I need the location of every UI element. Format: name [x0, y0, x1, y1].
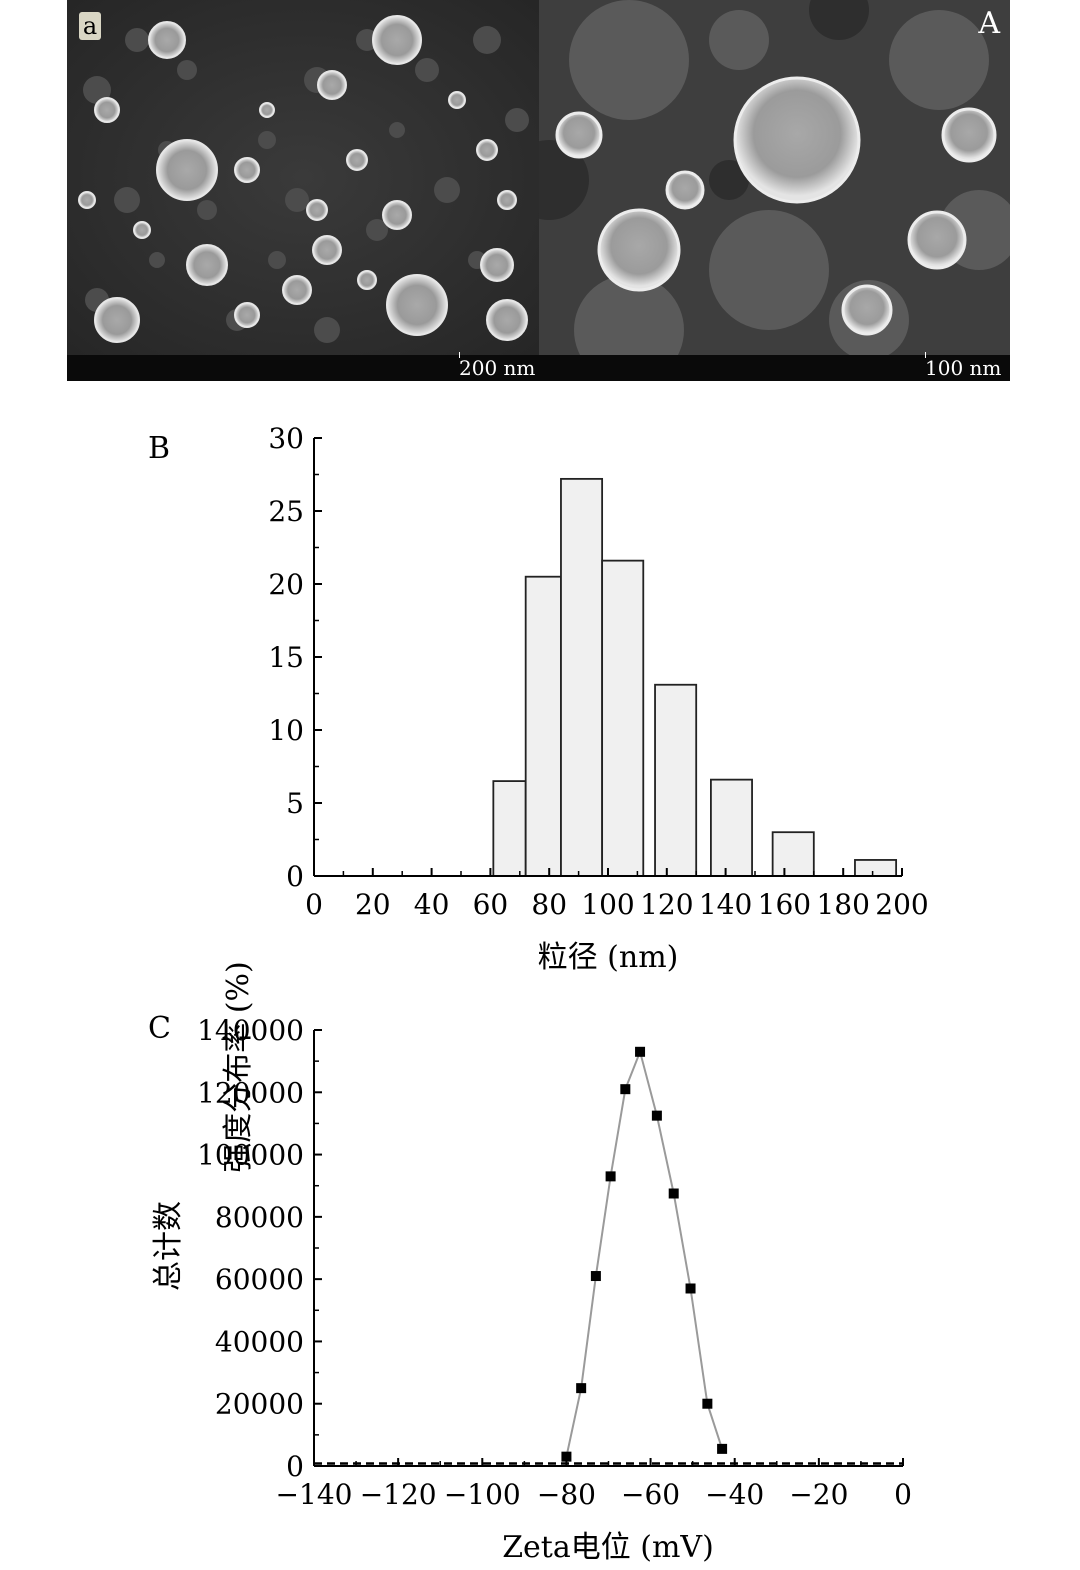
data-point-4 [620, 1084, 631, 1095]
x-tick-label: 20 [355, 888, 391, 921]
x-tick-label: 160 [758, 888, 811, 921]
sem-image-high-mag: A [539, 0, 1010, 355]
data-point-7 [668, 1188, 679, 1199]
sem-panel: a [67, 0, 1010, 381]
x-tick-label: 40 [414, 888, 450, 921]
data-point-8 [685, 1283, 696, 1294]
y-tick-label: 40000 [215, 1325, 304, 1358]
panel-b-letter: B [148, 431, 170, 466]
y-tick-label: 20 [268, 568, 304, 601]
scalebar-tick-left [459, 352, 460, 358]
bars-group [492, 477, 898, 877]
x-tick-label: 0 [894, 1478, 912, 1511]
x-tick-label: −100 [444, 1478, 521, 1511]
scalebar-label-200nm: 200 nm [459, 356, 536, 380]
y-axis-title: 强度分布率 (%) [221, 961, 256, 1172]
x-tick-label: −20 [789, 1478, 848, 1511]
y-tick-label: 5 [286, 787, 304, 820]
x-tick-label: 200 [875, 888, 928, 921]
y-tick-label: 25 [268, 495, 304, 528]
sem-image-low-mag: a [67, 0, 539, 355]
scalebar-tick-right [925, 352, 926, 358]
bar-3 [601, 559, 645, 877]
panel-c-letter: C [148, 1011, 171, 1046]
x-tick-label: −40 [705, 1478, 764, 1511]
data-point-9 [702, 1398, 713, 1409]
y-tick-label: 0 [286, 860, 304, 893]
y-tick-label: 100000 [197, 1139, 304, 1172]
series-line [565, 1048, 724, 1457]
zeta-potential-chart: C 0 20000 40000 60000 80000 100000 120000 14000… [148, 1011, 912, 1565]
y-tick-label: 60000 [215, 1263, 304, 1296]
x-tick-label: −60 [621, 1478, 680, 1511]
x-tick-label: −80 [537, 1478, 596, 1511]
data-point-10 [717, 1443, 728, 1454]
series-group [314, 1046, 903, 1465]
x-tick-label: 140 [699, 888, 752, 921]
y-tick-label: 140000 [197, 1014, 304, 1047]
y-tick-label: 0 [286, 1450, 304, 1483]
size-distribution-chart: B 0 5 10 15 20 25 30 0 20 40 60 80 100 120 140 160 180 20… [148, 422, 929, 1173]
bar-6 [771, 831, 815, 877]
x-tick-label: −140 [276, 1478, 353, 1511]
data-point-1 [576, 1383, 587, 1394]
y-tick-label: 15 [268, 641, 304, 674]
panel-a-label-right: A [978, 6, 1000, 41]
y-tick-label: 20000 [215, 1388, 304, 1421]
scalebar-label-100nm: 100 nm [925, 356, 1002, 380]
data-point-0 [561, 1451, 572, 1462]
data-point-6 [651, 1110, 662, 1121]
y-tick-label: 30 [268, 422, 304, 455]
x-tick-label: 60 [473, 888, 509, 921]
y-axis-title: 总计数 [151, 1201, 186, 1291]
axes-group: 0 5 10 15 20 25 30 0 20 40 60 80 100 120 140 160 180 200 [268, 422, 928, 921]
x-tick-label: −120 [360, 1478, 437, 1511]
bar-0 [492, 780, 527, 877]
bar-4 [654, 683, 698, 877]
x-tick-label: 0 [305, 888, 323, 921]
x-tick-label: 120 [640, 888, 693, 921]
y-tick-label: 120000 [197, 1076, 304, 1109]
x-tick-label: 100 [581, 888, 634, 921]
panel-a-label-left: a [79, 12, 101, 40]
x-axis-title: 粒径 (nm) [538, 940, 679, 975]
x-tick-label: 180 [816, 888, 869, 921]
y-tick-label: 80000 [215, 1201, 304, 1234]
scalebar-strip [67, 355, 1010, 381]
x-tick-label: 80 [531, 888, 567, 921]
x-axis-title: Zeta电位 (mV) [502, 1530, 714, 1565]
axes-group: 0 20000 40000 60000 80000 100000 120000 140000 −… [197, 1014, 912, 1511]
data-point-5 [635, 1046, 646, 1057]
data-point-2 [590, 1271, 601, 1282]
bar-1 [524, 575, 562, 877]
bar-7 [854, 859, 898, 877]
data-point-3 [605, 1171, 616, 1182]
bar-5 [710, 778, 753, 877]
y-tick-label: 10 [268, 714, 304, 747]
bar-2 [560, 477, 604, 877]
